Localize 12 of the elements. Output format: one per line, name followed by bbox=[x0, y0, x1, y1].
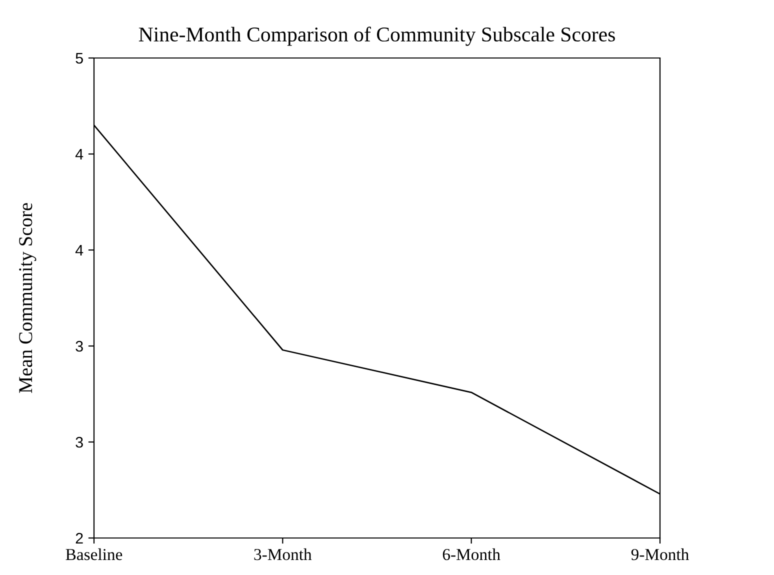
x-tick-label: Baseline bbox=[66, 548, 122, 560]
x-tick-label: 3-Month bbox=[254, 548, 312, 560]
y-tick-label: 3 bbox=[76, 340, 83, 352]
x-tick-label: 6-Month bbox=[442, 548, 500, 560]
x-tick-label: 9-Month bbox=[631, 548, 689, 560]
y-tick-label: 5 bbox=[76, 53, 83, 64]
y-tick-label: 4 bbox=[75, 149, 84, 160]
y-axis-title: Mean Community Score bbox=[19, 203, 36, 394]
y-tick-label: 3 bbox=[76, 436, 83, 448]
y-tick-label: 4 bbox=[75, 245, 84, 256]
y-tick-label: 2 bbox=[76, 532, 83, 544]
chart-title: Nine-Month Comparison of Community Subscale Scores bbox=[138, 26, 615, 46]
